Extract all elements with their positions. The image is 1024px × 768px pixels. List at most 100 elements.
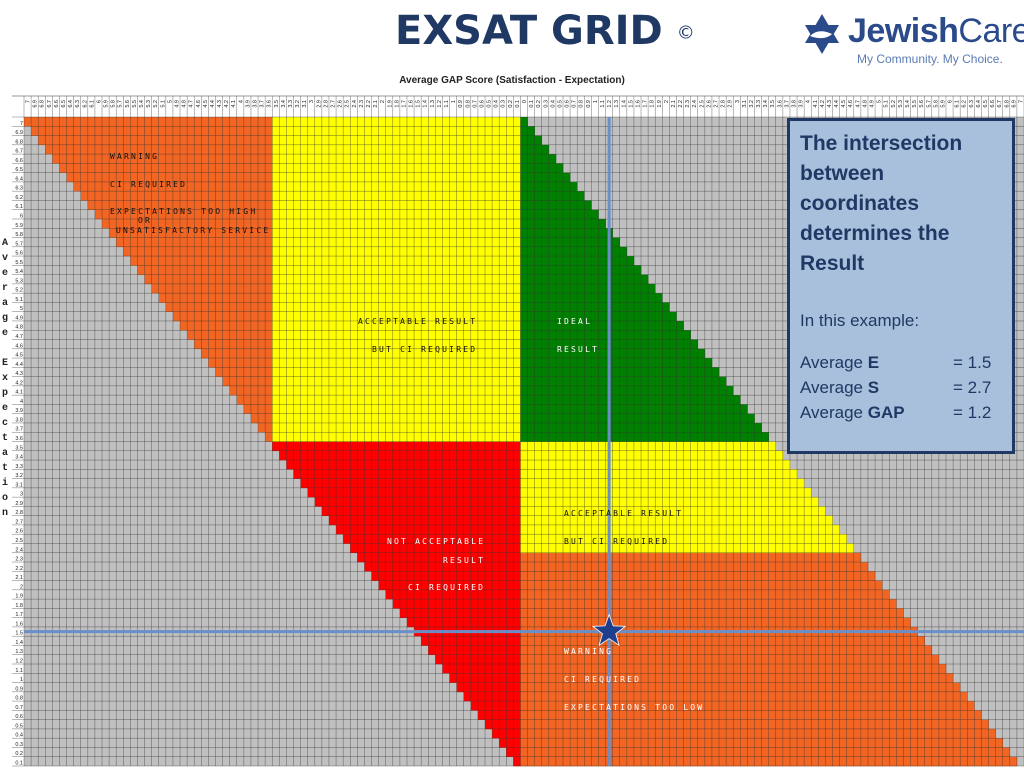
- x-tick-label: 7: [26, 100, 32, 103]
- x-tick-label: 4.6: [848, 100, 854, 108]
- x-tick-label: 1.4: [621, 100, 627, 108]
- x-tick-label: 5.2: [891, 100, 897, 108]
- grid-cell-run: [520, 543, 855, 554]
- grid-cell-run: [520, 654, 940, 665]
- grid-cell-run: [272, 265, 521, 275]
- y-tick-label: 2.4: [15, 547, 23, 553]
- y-axis-title-letter: e: [1, 328, 8, 339]
- y-tick-label: 4.3: [15, 371, 23, 377]
- y-tick-label: 0.1: [15, 761, 23, 767]
- grid-cell-run: [272, 320, 521, 331]
- y-axis-title-letter: [0, 341, 10, 356]
- y-axis-title-letter: t: [1, 463, 8, 474]
- grid-cell-run: [520, 228, 613, 238]
- x-tick-label: 5.7: [926, 100, 932, 108]
- x-tick-label: 2.7: [331, 100, 337, 108]
- y-axis-title-letter: c: [1, 418, 8, 429]
- zone-warning-high-label: CI REQUIRED: [110, 180, 188, 189]
- x-tick-label: 6.8: [40, 100, 46, 108]
- y-tick-label: 0.4: [15, 733, 23, 739]
- zone-warning-low-label: WARNING: [564, 647, 614, 656]
- y-axis-title-letter: x: [1, 373, 8, 384]
- grid-cell-run: [272, 256, 521, 266]
- x-tick-label: 0.5: [487, 100, 493, 108]
- grid-cell-run: [272, 330, 521, 340]
- x-tick-label: 5.1: [884, 100, 890, 108]
- y-tick-label: 4.8: [15, 325, 23, 331]
- info-subtitle: In this example:: [800, 311, 920, 330]
- grid-cell-run: [300, 478, 521, 489]
- x-axis-title: Average GAP Score (Satisfaction - Expect…: [399, 75, 625, 86]
- grid-cell-run: [272, 228, 521, 238]
- grid-cell-run: [520, 209, 599, 220]
- grid-cell-run: [94, 209, 273, 220]
- average-gap-row: Average GAP = 1.2: [800, 403, 992, 422]
- x-tick-label: 3.7: [784, 100, 790, 108]
- x-tick-label: 1.5: [416, 100, 422, 108]
- x-tick-label: 5.9: [104, 100, 110, 108]
- y-tick-label: 1: [20, 677, 23, 683]
- y-tick-label: 6.8: [15, 139, 23, 145]
- y-tick-label: 6.6: [15, 158, 23, 164]
- grid-cell-run: [520, 728, 996, 739]
- y-axis-title-letter: v: [1, 253, 8, 264]
- x-tick-label: 6.9: [33, 100, 39, 108]
- y-tick-label: 3.3: [15, 464, 23, 470]
- grid-cell-run: [265, 432, 273, 442]
- average-satisfaction-row: Average S = 2.7: [800, 378, 992, 397]
- x-tick-label: 6.7: [47, 100, 53, 108]
- x-tick-label: 2.9: [316, 100, 322, 108]
- x-tick-label: 4.1: [231, 100, 237, 108]
- zone-ideal-label: IDEAL: [557, 317, 593, 326]
- y-tick-label: 5.9: [15, 223, 23, 229]
- grid-cell-run: [272, 144, 521, 155]
- y-tick-label: 1.4: [15, 640, 23, 646]
- grid-cell-run: [520, 617, 911, 628]
- x-tick-label: 5.4: [139, 100, 145, 108]
- grid-cell-run: [272, 246, 521, 257]
- x-tick-label: 0.9: [586, 100, 592, 108]
- x-tick-label: 1.4: [423, 100, 429, 108]
- x-tick-label: 4: [238, 100, 244, 103]
- x-tick-label: 5.8: [933, 100, 939, 108]
- grid-cell-run: [357, 552, 521, 563]
- grid-cell-run: [272, 163, 521, 173]
- y-tick-label: 2.9: [15, 501, 23, 507]
- x-tick-label: 0: [522, 100, 528, 103]
- y-tick-label: 0.3: [15, 742, 23, 748]
- grid-cell-run: [38, 135, 273, 146]
- grid-cell-run: [272, 348, 521, 359]
- x-tick-label: 0.2: [508, 100, 514, 108]
- x-tick-label: 3.8: [792, 100, 798, 108]
- x-tick-label: 3.4: [763, 100, 769, 108]
- y-tick-label: 4.7: [15, 334, 23, 340]
- x-tick-label: 5.3: [146, 100, 152, 108]
- y-tick-label: 4.9: [15, 315, 23, 321]
- average-expectation-row: Average E = 1.5: [800, 353, 992, 372]
- grid-cell-run: [520, 135, 543, 146]
- grid-cell-run: [470, 701, 521, 711]
- x-tick-label: 1.3: [614, 100, 620, 108]
- x-tick-label: 6.1: [955, 100, 961, 108]
- x-tick-label: 5: [167, 100, 173, 103]
- y-axis-title-letter: p: [1, 388, 8, 399]
- grid-cell-run: [272, 432, 521, 442]
- x-tick-label: 2.6: [706, 100, 712, 108]
- x-tick-label: 3.4: [281, 100, 287, 108]
- grid-cell-run: [520, 710, 982, 720]
- x-tick-label: 6.4: [976, 100, 982, 108]
- x-tick-label: 4.5: [203, 100, 209, 108]
- grid-cell-run: [272, 209, 521, 220]
- x-tick-label: 0.8: [579, 100, 585, 108]
- x-tick-label: 1.8: [394, 100, 400, 108]
- grid-cell-run: [520, 487, 812, 498]
- y-tick-label: 2.5: [15, 538, 23, 544]
- y-axis-title-letter: o: [1, 493, 8, 504]
- x-tick-label: 0.5: [557, 100, 563, 108]
- grid-cell-run: [272, 135, 521, 146]
- x-tick-label: 0.6: [565, 100, 571, 108]
- x-tick-label: 4.1: [813, 100, 819, 108]
- grid-cell-run: [272, 117, 521, 127]
- x-tick-label: 1.9: [657, 100, 663, 108]
- grid-cell-run: [24, 117, 273, 127]
